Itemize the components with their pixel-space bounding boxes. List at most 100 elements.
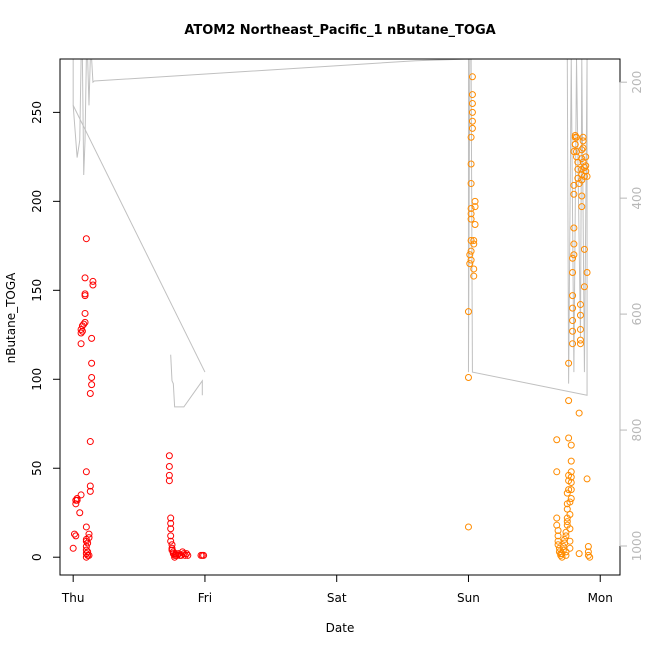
data-point — [81, 274, 89, 282]
data-point — [470, 272, 478, 280]
data-point — [88, 373, 96, 381]
data-point — [471, 220, 479, 228]
data-point — [69, 544, 77, 552]
data-point — [468, 124, 476, 132]
data-point — [180, 550, 188, 558]
data-point — [569, 292, 577, 300]
data-point — [565, 434, 573, 442]
data-point — [81, 309, 89, 317]
x-tick-label: Fri — [198, 591, 212, 605]
data-point — [85, 551, 93, 559]
data-point — [566, 525, 574, 533]
data-point — [583, 475, 591, 483]
data-point — [200, 551, 208, 559]
data-point — [77, 340, 85, 348]
data-point — [584, 543, 592, 551]
data-point — [563, 505, 571, 513]
plot-frame — [59, 58, 621, 576]
x-tick-label: Thu — [61, 591, 85, 605]
data-point — [167, 519, 175, 527]
data-point — [578, 192, 586, 200]
data-point — [579, 144, 587, 152]
data-point — [167, 514, 175, 522]
data-point — [167, 537, 175, 545]
data-point — [72, 532, 80, 540]
y-tick-label: 100 — [30, 368, 44, 391]
data-point — [562, 551, 570, 559]
y-axis-label: nButane_TOGA — [4, 272, 18, 364]
x-axis-label: Date — [326, 621, 355, 635]
data-point — [81, 318, 89, 326]
x-tick-label: Mon — [588, 591, 613, 605]
data-point — [580, 283, 588, 291]
data-point — [565, 359, 573, 367]
data-point — [464, 523, 472, 531]
x-tick-label: Sun — [457, 591, 480, 605]
data-point — [73, 496, 81, 504]
data-point — [575, 409, 583, 417]
data-point — [570, 224, 578, 232]
pressure-trace-line — [170, 354, 203, 408]
data-point — [565, 397, 573, 405]
data-point — [579, 133, 587, 141]
data-point — [85, 534, 93, 542]
data-point — [583, 269, 591, 277]
data-point — [578, 155, 586, 163]
data-point — [569, 254, 577, 262]
y-tick-label: 150 — [30, 279, 44, 302]
data-point — [467, 160, 475, 168]
data-point — [467, 256, 475, 264]
data-point — [566, 537, 574, 545]
data-point — [77, 329, 85, 337]
data-point — [574, 165, 582, 173]
data-point — [165, 462, 173, 470]
data-point — [570, 251, 578, 259]
data-point — [580, 164, 588, 172]
data-point — [562, 532, 570, 540]
data-point — [566, 511, 574, 519]
data-point — [471, 197, 479, 205]
data-point — [566, 498, 574, 506]
data-point — [86, 438, 94, 446]
data-point — [562, 528, 570, 536]
data-point — [81, 292, 89, 300]
data-point — [576, 340, 584, 348]
data-point — [558, 553, 566, 561]
y2-tick-label: 1000 — [630, 531, 644, 562]
data-point — [554, 527, 562, 535]
data-point — [85, 530, 93, 538]
axes: Thu Fri Sat Sun Mon 0 50 100 150 200 250 200 400 600 8… — [30, 71, 644, 605]
data-point — [467, 180, 475, 188]
data-point — [567, 441, 575, 449]
data-point — [468, 73, 476, 81]
data-point — [467, 247, 475, 255]
data-point — [563, 489, 571, 497]
data-point — [173, 551, 181, 559]
data-point — [470, 240, 478, 248]
data-point — [567, 486, 575, 494]
data-point — [570, 190, 578, 198]
data-point — [165, 452, 173, 460]
data-point — [567, 457, 575, 465]
data-point — [584, 551, 592, 559]
chart-title: ATOM2 Northeast_Pacific_1 nButane_TOGA — [184, 23, 495, 38]
y-tick-label: 200 — [30, 190, 44, 213]
y2-tick-label: 400 — [630, 187, 644, 210]
data-point — [167, 525, 175, 533]
data-point — [80, 320, 88, 328]
data-point — [467, 204, 475, 212]
data-point — [470, 265, 478, 273]
data-point — [576, 311, 584, 319]
data-point — [88, 381, 96, 389]
y-tick-label: 50 — [30, 461, 44, 476]
data-point — [569, 327, 577, 335]
data-point — [165, 471, 173, 479]
data-point — [576, 336, 584, 344]
data-point — [468, 91, 476, 99]
data-point — [580, 245, 588, 253]
data-point — [553, 468, 561, 476]
data-point — [583, 172, 591, 180]
data-point — [569, 269, 577, 277]
data-point — [574, 158, 582, 166]
